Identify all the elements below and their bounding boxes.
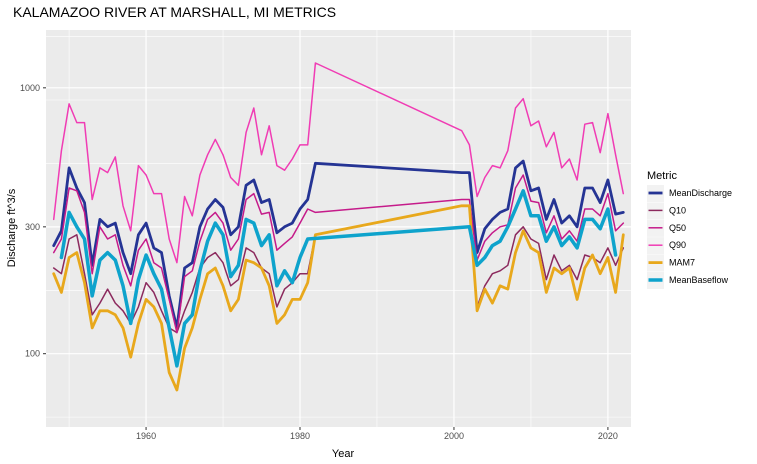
x-tick-label: 2020 [598, 431, 618, 441]
legend-label-q50: Q50 [669, 223, 686, 233]
chart-title: KALAMAZOO RIVER AT MARSHALL, MI METRICS [13, 4, 336, 20]
series-line-meanbaseflow [59, 189, 618, 368]
series-layer [52, 62, 625, 392]
y-axis-title: Discharge ft^3/s [6, 188, 18, 267]
legend: Metric MeanDischarge Q10 Q50 Q90 MAM7 MeanBas… [647, 170, 732, 289]
series-line-meandischarge [52, 159, 625, 330]
y-tick-label: 300 [25, 222, 40, 232]
series-line-q90 [52, 62, 625, 264]
x-axis: 1960 1980 2000 2020 [136, 427, 618, 441]
series-line-mam7 [52, 204, 625, 392]
legend-label-meandischarge: MeanDischarge [669, 188, 732, 198]
legend-label-q90: Q90 [669, 240, 686, 250]
y-axis: 100 300 1000 [20, 83, 46, 359]
legend-label-mam7: MAM7 [669, 258, 695, 268]
x-tick-label: 2000 [444, 431, 464, 441]
series-line-q50 [52, 174, 625, 334]
y-tick-label: 1000 [20, 83, 40, 93]
grid [46, 30, 631, 427]
x-axis-title: Year [332, 448, 355, 460]
legend-label-meanbaseflow: MeanBaseflow [669, 275, 729, 285]
legend-label-q10: Q10 [669, 205, 686, 215]
series-line-q10 [52, 205, 625, 334]
y-tick-label: 100 [25, 349, 40, 359]
x-tick-label: 1980 [290, 431, 310, 441]
legend-title: Metric [647, 170, 677, 182]
x-tick-label: 1960 [136, 431, 156, 441]
